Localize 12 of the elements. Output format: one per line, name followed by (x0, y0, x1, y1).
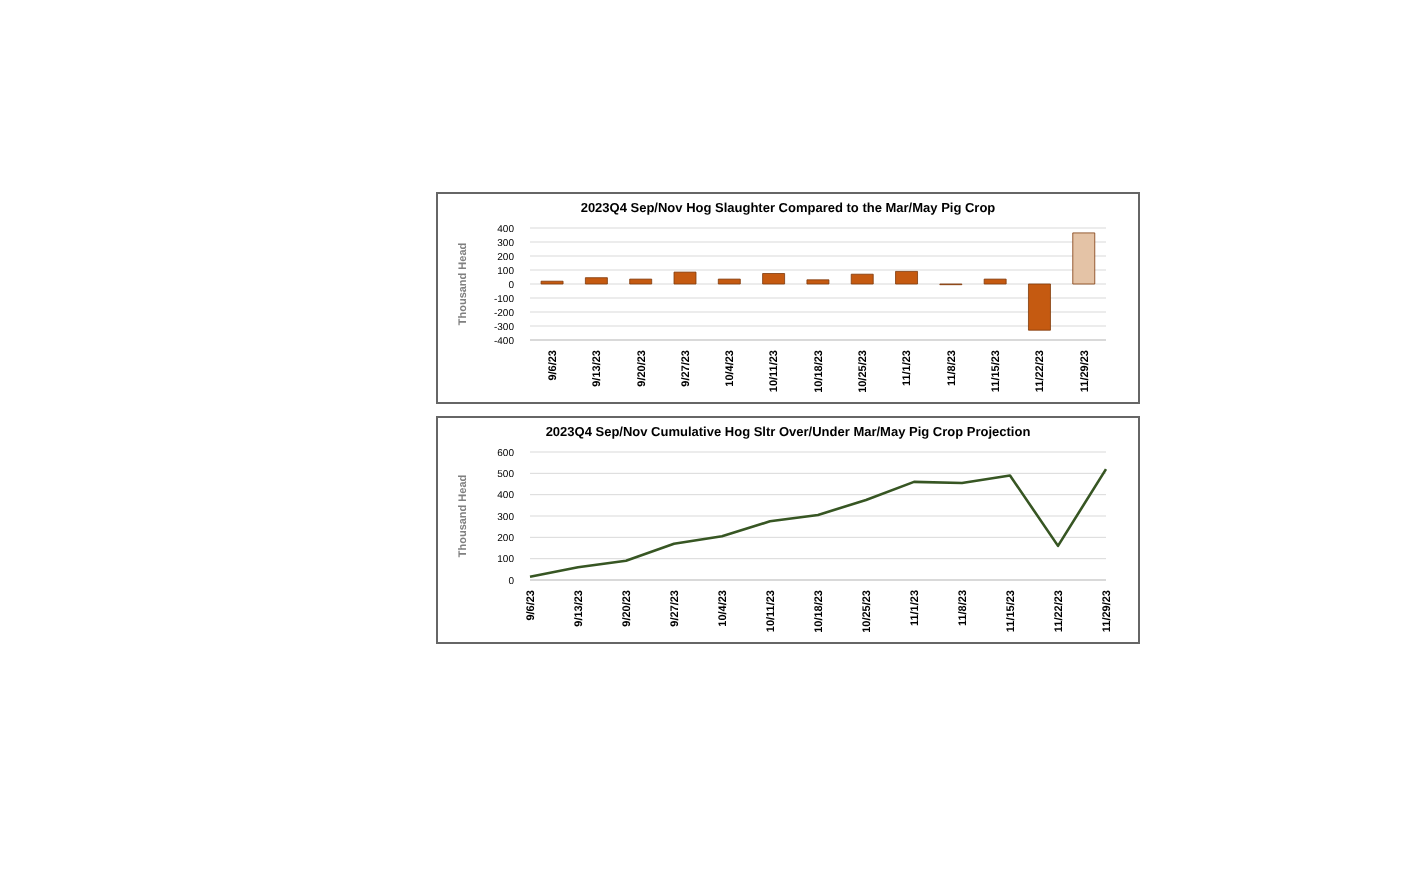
line-series (528, 467, 1108, 579)
bar (806, 279, 830, 285)
bar (717, 278, 741, 285)
bar (895, 271, 918, 285)
bar (983, 278, 1007, 285)
bar (1028, 283, 1051, 331)
bar (629, 278, 653, 285)
bar (1072, 232, 1096, 285)
bar (850, 273, 874, 285)
bar (584, 277, 608, 285)
bar (762, 273, 786, 285)
bar (673, 271, 697, 285)
